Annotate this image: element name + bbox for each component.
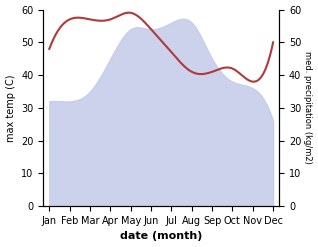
Y-axis label: med. precipitation (kg/m2): med. precipitation (kg/m2) (303, 51, 313, 164)
X-axis label: date (month): date (month) (120, 231, 203, 242)
Y-axis label: max temp (C): max temp (C) (5, 74, 16, 142)
